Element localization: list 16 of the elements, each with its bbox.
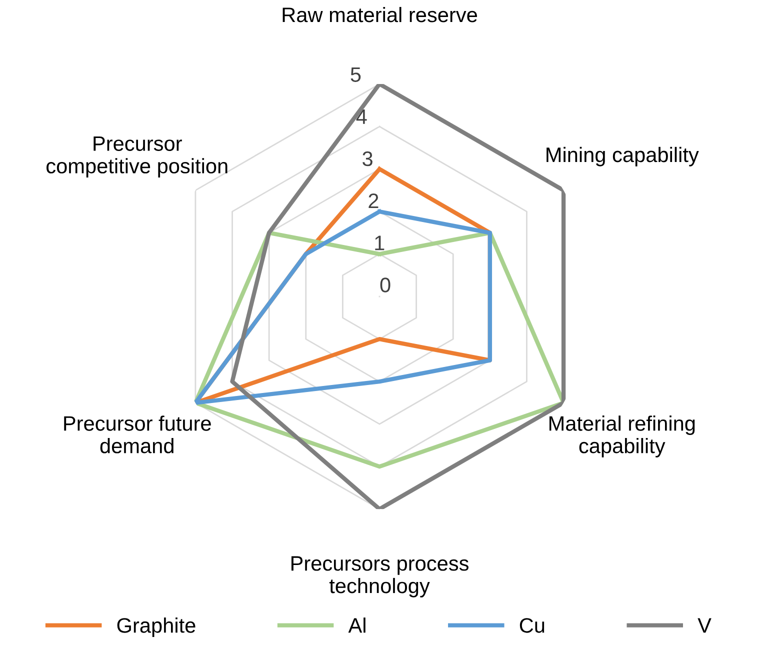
legend-label: Graphite	[117, 618, 196, 637]
legend-label: V	[698, 618, 712, 633]
spoke-label: Material refining capability	[549, 416, 695, 458]
y-tick-label: 2	[368, 194, 378, 208]
spoke-label: Mining capability	[546, 146, 699, 166]
spoke-label: Precursor future demand	[64, 416, 211, 454]
legend-label: Al	[348, 618, 366, 633]
spoke-label: Raw material reserve	[282, 6, 477, 22]
y-tick-label: 5	[350, 67, 361, 82]
legend-label: Cu	[520, 618, 544, 633]
y-tick-label: 1	[375, 236, 384, 250]
y-tick-label: 0	[380, 278, 390, 292]
y-tick-label: 3	[362, 151, 372, 166]
spoke-label: Precursors process technology	[291, 556, 468, 598]
spoke-label: Precursor competitive position	[46, 136, 228, 178]
y-tick-label: 4	[356, 110, 367, 124]
